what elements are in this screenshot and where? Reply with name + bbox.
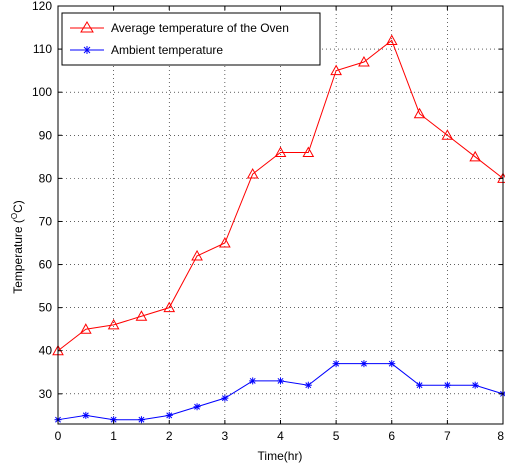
series-line bbox=[57, 39, 504, 352]
asterisk-stroke bbox=[221, 395, 228, 402]
asterisk-stroke bbox=[110, 416, 117, 423]
data-point-asterisk bbox=[360, 360, 368, 368]
data-point-asterisk bbox=[277, 377, 284, 385]
x-tick-label: 4 bbox=[277, 429, 284, 443]
legend-label-oven: Average temperature of the Oven bbox=[111, 21, 289, 35]
series-oven bbox=[52, 34, 505, 356]
ticks bbox=[57, 5, 504, 424]
y-axis-label: Temperature (OC) bbox=[10, 200, 25, 294]
x-tick-label: 1 bbox=[110, 429, 117, 443]
asterisk-stroke bbox=[138, 416, 145, 423]
data-point-asterisk bbox=[388, 360, 396, 368]
x-tick-label: 7 bbox=[444, 429, 451, 443]
x-tick-label: 8 bbox=[497, 429, 504, 443]
legend-asterisk-marker bbox=[83, 46, 91, 54]
asterisk-stroke bbox=[82, 412, 89, 419]
asterisk-stroke bbox=[388, 360, 395, 367]
data-point-triangle bbox=[191, 249, 203, 261]
data-point-triangle bbox=[330, 64, 342, 76]
y-tick-label: 100 bbox=[32, 85, 52, 99]
data-point-asterisk bbox=[137, 416, 145, 424]
y-axis-label-tail: C) bbox=[11, 200, 25, 213]
asterisk-stroke bbox=[249, 377, 256, 384]
series-line bbox=[57, 363, 504, 421]
data-point-asterisk bbox=[193, 403, 201, 411]
data-point-asterisk bbox=[165, 411, 173, 419]
x-tick-label: 2 bbox=[166, 429, 173, 443]
tick-labels: 0 1 2 3 4 5 6 7 8 30 40 50 60 70 80 90 100 110 120 bbox=[32, 0, 504, 443]
data-point-asterisk bbox=[110, 416, 118, 424]
y-tick-label: 110 bbox=[33, 42, 52, 56]
y-tick-label: 50 bbox=[39, 301, 53, 315]
legend: Average temperature of the Oven Ambient … bbox=[61, 12, 321, 66]
data-point-asterisk bbox=[332, 360, 340, 368]
series-layer bbox=[52, 34, 505, 424]
legend-triangle-marker bbox=[80, 21, 94, 33]
legend-label-ambient: Ambient temperature bbox=[111, 43, 223, 57]
data-point-asterisk bbox=[221, 394, 229, 402]
y-axis-label-main: Temperature ( bbox=[11, 219, 25, 294]
y-tick-label: 120 bbox=[32, 0, 52, 13]
asterisk-stroke bbox=[166, 412, 173, 419]
data-point-triangle bbox=[135, 310, 148, 321]
x-tick-label: 6 bbox=[388, 429, 395, 443]
data-point-triangle bbox=[302, 146, 315, 158]
y-tick-label: 60 bbox=[39, 258, 53, 272]
data-point-asterisk bbox=[416, 381, 424, 389]
y-axis-label-superscript: O bbox=[10, 213, 19, 219]
plot-frame bbox=[57, 5, 504, 425]
y-tick-label: 90 bbox=[39, 128, 53, 142]
data-point-triangle bbox=[107, 318, 120, 330]
data-point-triangle bbox=[219, 236, 231, 248]
y-tick-label: 80 bbox=[39, 171, 53, 185]
asterisk-stroke bbox=[277, 377, 284, 384]
asterisk-stroke bbox=[360, 360, 367, 367]
data-point-asterisk bbox=[443, 381, 451, 389]
data-point-triangle bbox=[246, 168, 259, 179]
asterisk-stroke bbox=[305, 382, 312, 389]
data-point-asterisk bbox=[249, 377, 257, 385]
series-ambient bbox=[54, 360, 505, 424]
data-point-triangle bbox=[79, 323, 92, 334]
data-point-triangle bbox=[441, 129, 454, 140]
data-point-asterisk bbox=[471, 381, 479, 389]
y-tick-label: 30 bbox=[39, 387, 53, 401]
asterisk-stroke bbox=[444, 382, 451, 389]
y-tick-label: 70 bbox=[39, 214, 53, 228]
data-point-asterisk bbox=[304, 381, 312, 389]
x-tick-label: 0 bbox=[55, 429, 62, 443]
asterisk-stroke bbox=[333, 360, 340, 367]
legend-box bbox=[61, 12, 321, 66]
data-point-asterisk bbox=[82, 411, 90, 419]
grid bbox=[58, 6, 503, 424]
data-point-triangle bbox=[469, 150, 482, 162]
data-point-triangle bbox=[358, 55, 370, 67]
asterisk-stroke bbox=[194, 403, 201, 410]
data-point-triangle bbox=[274, 146, 287, 158]
data-point-triangle bbox=[163, 301, 176, 313]
y-tick-label: 40 bbox=[39, 344, 53, 358]
x-tick-label: 5 bbox=[333, 429, 340, 443]
data-point-triangle bbox=[385, 34, 398, 45]
asterisk-stroke bbox=[416, 382, 423, 389]
x-axis-label: Time(hr) bbox=[258, 449, 303, 463]
data-point-triangle bbox=[413, 107, 426, 119]
asterisk-stroke bbox=[472, 382, 479, 389]
legend-item-ambient: Ambient temperature bbox=[70, 43, 223, 57]
legend-item-oven: Average temperature of the Oven bbox=[70, 21, 289, 35]
x-tick-label: 3 bbox=[222, 429, 229, 443]
